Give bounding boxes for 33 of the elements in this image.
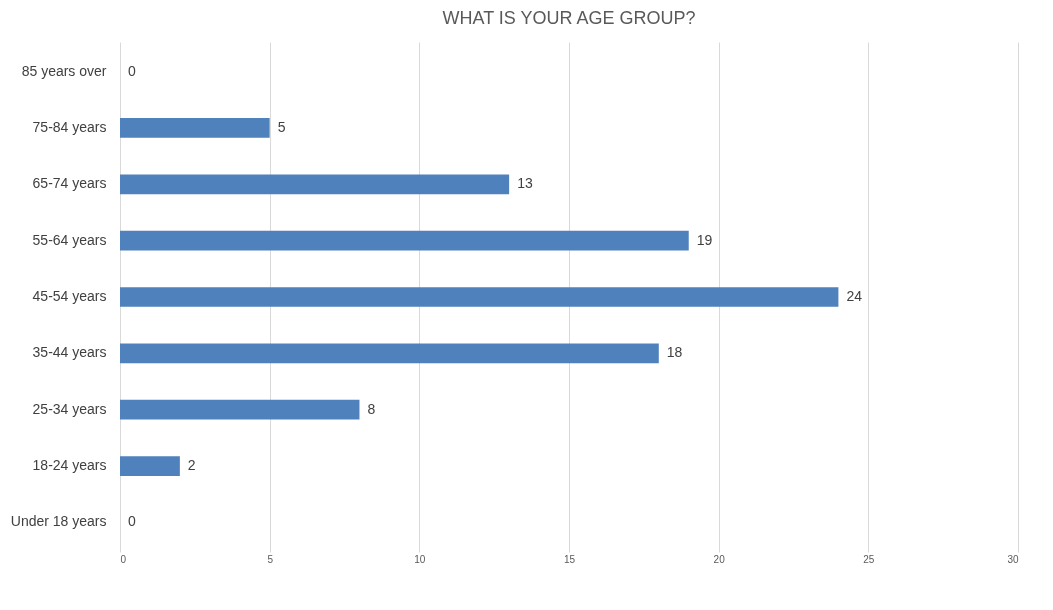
bar: [120, 174, 510, 195]
x-tick-label: 15: [563, 553, 576, 565]
bar: [120, 399, 360, 420]
data-label: 2: [187, 457, 196, 474]
y-tick-label: 18-24 years: [32, 457, 107, 474]
x-tick-label: 5: [267, 553, 274, 565]
x-tick-label: 20: [713, 553, 726, 565]
y-tick-label: 85 years over: [21, 62, 107, 79]
chart-title: WHAT IS YOUR AGE GROUP?: [442, 8, 696, 28]
y-tick-label: 75-84 years: [32, 118, 107, 135]
x-tick-label: 0: [120, 553, 127, 565]
bar: [120, 118, 270, 138]
bar: [120, 343, 659, 364]
y-tick-label: 65-74 years: [32, 175, 107, 192]
y-tick-label: Under 18 years: [10, 513, 107, 530]
data-label: 24: [846, 288, 863, 304]
y-tick-label: 55-64 years: [32, 231, 107, 248]
x-tick-label: 10: [414, 553, 426, 565]
data-label: 0: [128, 513, 136, 530]
y-tick-label: 35-44 years: [32, 344, 107, 361]
y-tick-label: 45-54 years: [32, 288, 107, 304]
data-label: 19: [696, 231, 713, 248]
y-tick-label: 25-34 years: [32, 400, 107, 417]
data-label: 18: [666, 344, 683, 361]
data-label: 0: [128, 62, 136, 79]
data-label: 13: [517, 175, 533, 192]
bar: [120, 287, 839, 307]
x-tick-label: 30: [1007, 553, 1019, 565]
x-tick-label: 25: [863, 553, 875, 565]
bar: [120, 456, 180, 476]
data-label: 5: [277, 118, 286, 135]
bar: [120, 230, 689, 251]
data-label: 8: [367, 400, 376, 417]
